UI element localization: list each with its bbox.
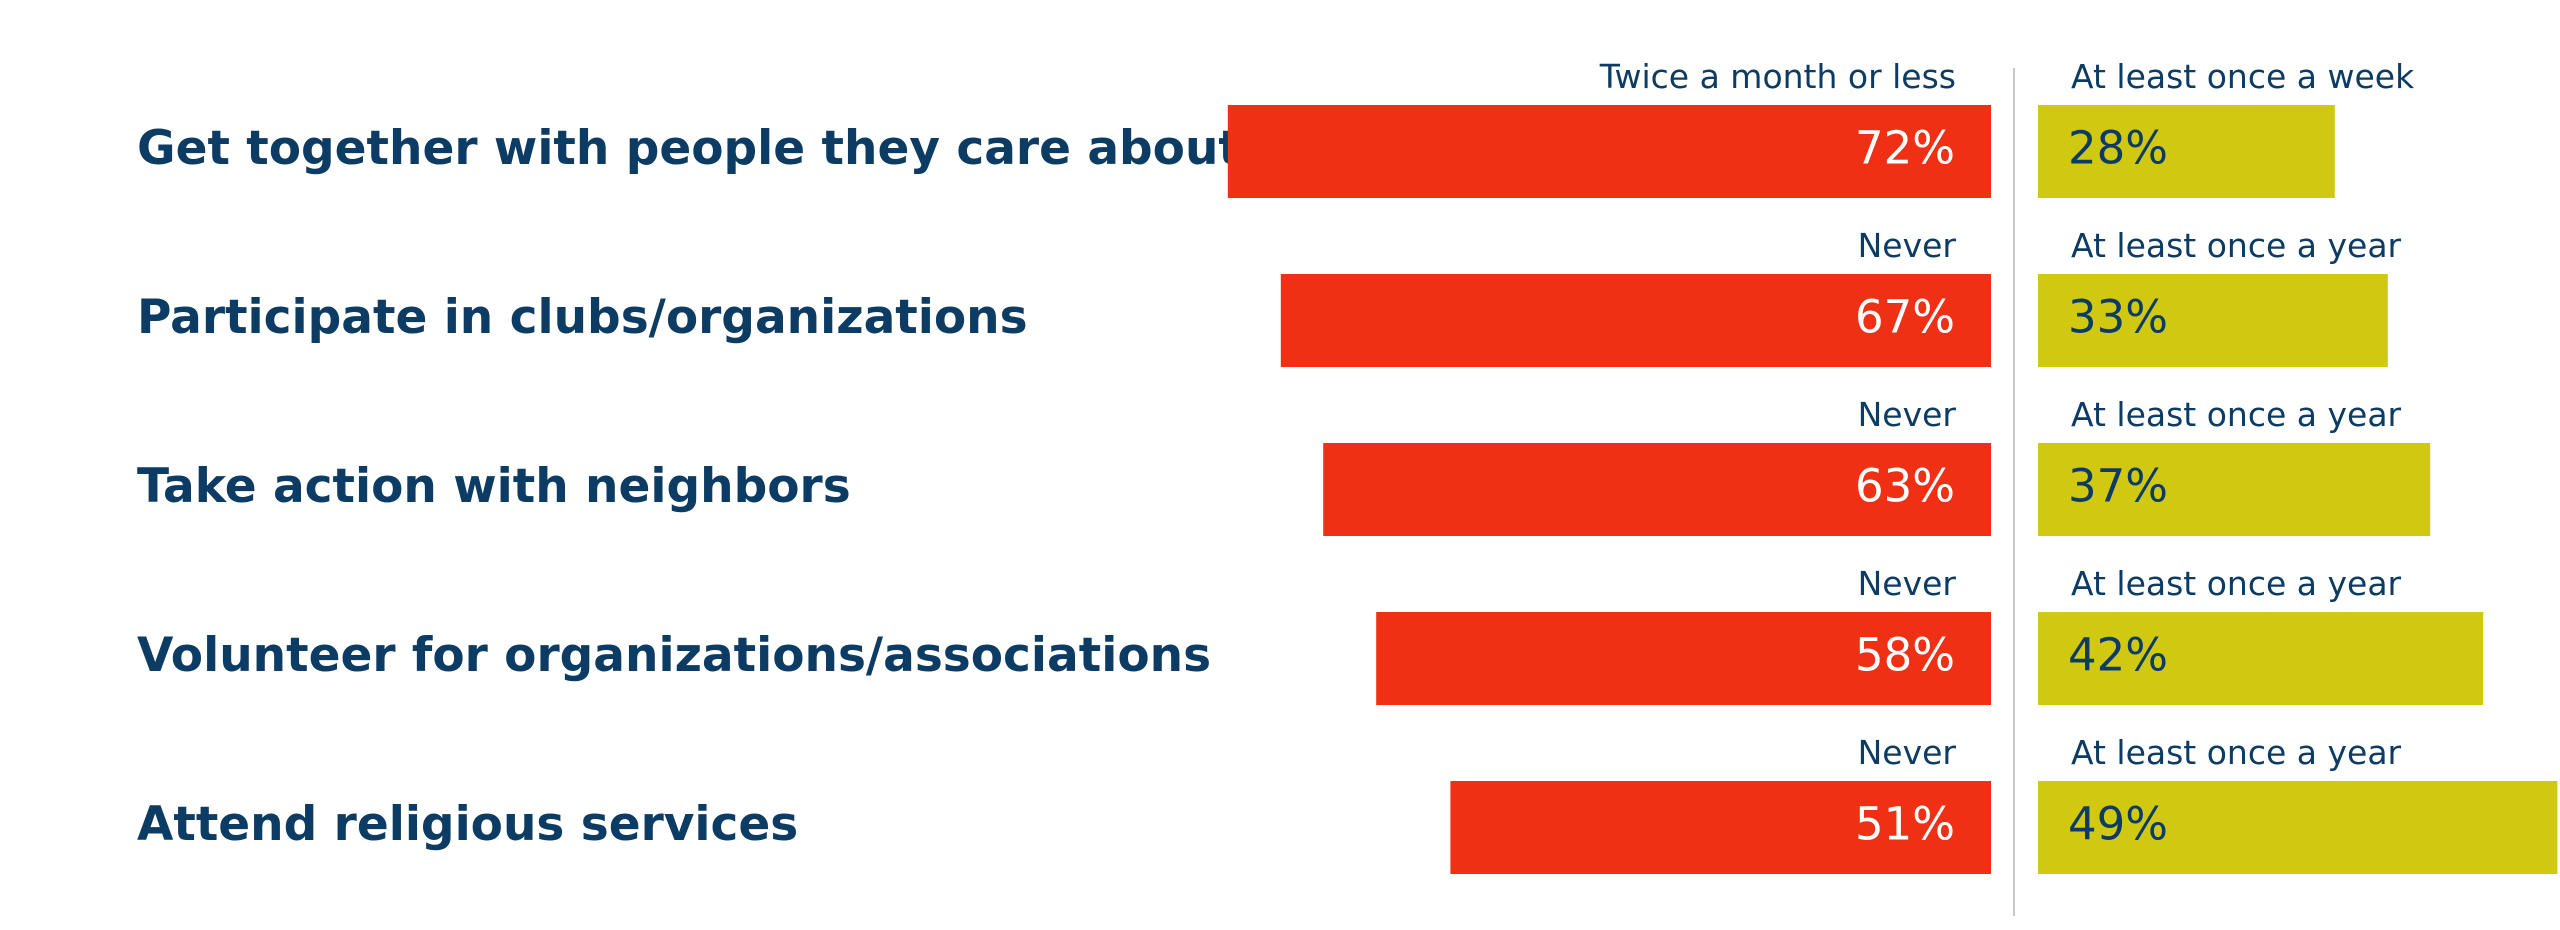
bar-right-value: 49% [2068, 798, 2168, 851]
bar-left-value: 58% [1855, 629, 1955, 682]
bar-left-header: Never [1858, 564, 1957, 603]
bar-right-value: 42% [2068, 629, 2168, 682]
bar-left-header: Never [1858, 395, 1957, 434]
bar-right-header: At least once a week [2071, 57, 2415, 96]
bar-left [1227, 105, 1991, 198]
bar-right [2038, 105, 2335, 198]
category-label: Volunteer for organizations/associations [137, 628, 1211, 683]
bar-left-header: Never [1858, 733, 1957, 772]
bar-right-header: At least once a year [2071, 564, 2402, 603]
bar-left-header: Twice a month or less [1599, 57, 1956, 96]
bar-left [1323, 443, 1991, 536]
bar-right-header: At least once a year [2071, 733, 2402, 772]
bar-left-value: 67% [1855, 291, 1955, 344]
bar-right-value: 37% [2068, 460, 2168, 513]
category-label: Take action with neighbors [137, 459, 851, 514]
category-label: Attend religious services [137, 797, 798, 852]
bar-right [2038, 612, 2484, 705]
bar-right-header: At least once a year [2071, 226, 2402, 265]
bar-left [1376, 612, 1991, 705]
bar-left [1280, 274, 1991, 367]
chart-marks: Get together with people they care about… [137, 57, 2558, 874]
bar-right [2038, 443, 2431, 536]
bar-left-value: 51% [1855, 798, 1955, 851]
bar-left-value: 72% [1855, 122, 1955, 175]
bar-right [2038, 781, 2558, 874]
bar-right [2038, 274, 2388, 367]
bar-left-header: Never [1858, 226, 1957, 265]
bar-left [1450, 781, 1991, 874]
category-label: Get together with people they care about [137, 121, 1241, 176]
category-label: Participate in clubs/organizations [137, 290, 1028, 345]
bar-left-value: 63% [1855, 460, 1955, 513]
bar-right-value: 33% [2068, 291, 2168, 344]
bar-right-value: 28% [2068, 122, 2168, 175]
bar-right-header: At least once a year [2071, 395, 2402, 434]
